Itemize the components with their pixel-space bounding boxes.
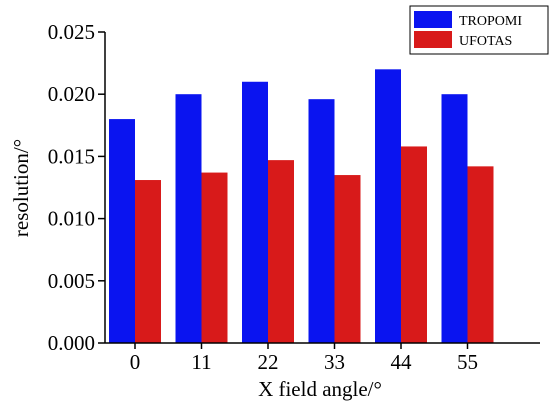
legend-label-ufotas: UFOTAS	[459, 34, 512, 49]
x-axis-title: X field angle/°	[258, 377, 382, 401]
y-tick-label: 0.005	[48, 269, 95, 293]
bar-ufotas-0	[135, 180, 161, 343]
bar-tropomi-55	[441, 94, 468, 343]
bars-layer	[109, 69, 494, 344]
y-tick-label: 0.015	[48, 144, 95, 168]
legend-swatch-ufotas	[414, 31, 452, 48]
bar-ufotas-33	[334, 175, 361, 343]
legend-swatch-tropomi	[414, 11, 452, 28]
y-tick-label: 0.025	[48, 20, 95, 44]
y-tick-label: 0.000	[48, 331, 95, 355]
bar-tropomi-0	[109, 119, 135, 343]
y-ticks: 0.000 0.005 0.010 0.015 0.020 0.025	[48, 20, 105, 355]
x-tick-label: 33	[324, 350, 345, 374]
y-tick-label: 0.020	[48, 82, 95, 106]
bar-ufotas-44	[401, 146, 427, 343]
legend: TROPOMI UFOTAS	[409, 5, 549, 55]
bar-tropomi-44	[375, 69, 401, 343]
x-tick-label: 22	[258, 350, 279, 374]
x-tick-label: 44	[391, 350, 413, 374]
bar-ufotas-55	[467, 166, 494, 343]
y-axis-title: resolution/°	[9, 139, 33, 237]
x-tick-label: 11	[191, 350, 211, 374]
bar-ufotas-22	[268, 160, 294, 343]
x-tick-label: 0	[130, 350, 141, 374]
legend-label-tropomi: TROPOMI	[459, 14, 522, 29]
x-ticks: 0 11 22 33 44 55	[130, 343, 478, 374]
y-tick-label: 0.010	[48, 207, 95, 231]
bar-tropomi-33	[308, 99, 335, 344]
bar-tropomi-11	[175, 94, 202, 343]
bar-ufotas-11	[201, 172, 228, 343]
x-tick-label: 55	[457, 350, 478, 374]
bar-tropomi-22	[242, 81, 268, 343]
